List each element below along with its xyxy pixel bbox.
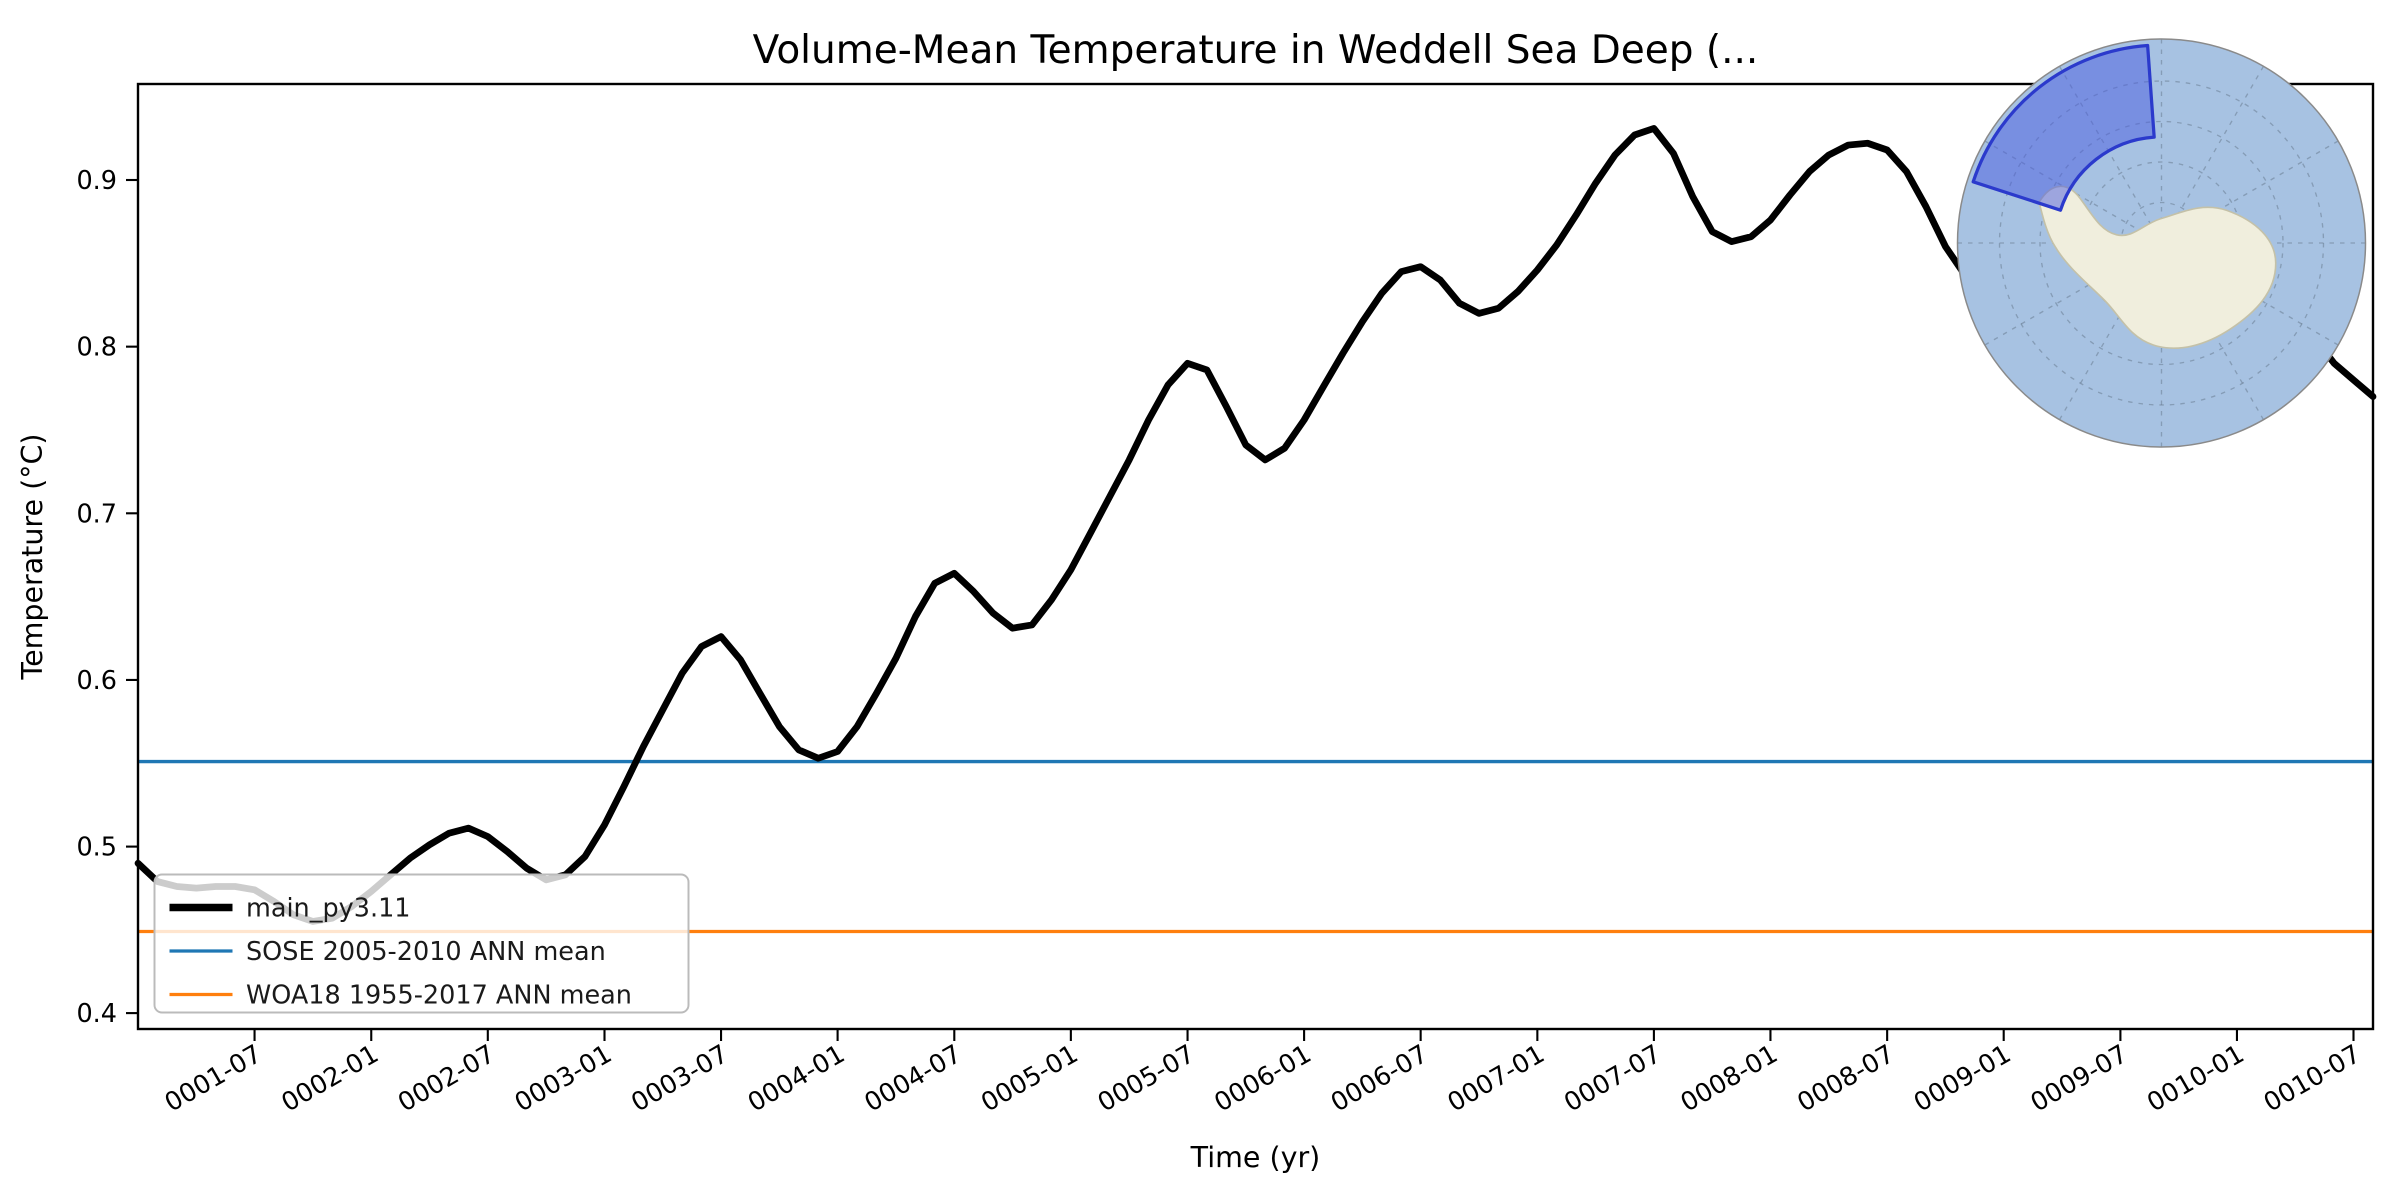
- x-tick-label: 0001-07: [160, 1039, 267, 1118]
- y-tick-label: 0.9: [76, 166, 117, 196]
- x-tick-label: 0009-07: [2026, 1039, 2133, 1118]
- x-tick-label: 0010-07: [2259, 1039, 2366, 1118]
- legend-label-woa18: WOA18 1955-2017 ANN mean: [246, 981, 632, 1011]
- legend-label-sose: SOSE 2005-2010 ANN mean: [246, 937, 606, 967]
- x-tick-label: 0006-01: [1209, 1039, 1316, 1118]
- x-tick-label: 0005-07: [1093, 1039, 1200, 1118]
- legend-box: [153, 873, 690, 1014]
- x-tick-label: 0008-01: [1676, 1039, 1783, 1118]
- legend: main_py3.11 SOSE 2005-2010 ANN mean WOA1…: [153, 873, 690, 1014]
- y-tick-label: 0.6: [76, 666, 117, 696]
- x-tick-label: 0003-01: [510, 1039, 617, 1118]
- y-axis-label: Temperature (°C): [16, 434, 49, 681]
- x-tick-label: 0006-07: [1326, 1039, 1433, 1118]
- chart-title: Volume-Mean Temperature in Weddell Sea D…: [753, 28, 1759, 73]
- x-tick-label: 0008-07: [1792, 1039, 1899, 1118]
- y-tick-label: 0.7: [76, 499, 117, 529]
- antarctica-landmass: [2038, 185, 2277, 349]
- inset-map-antarctica: [1956, 38, 2367, 448]
- legend-label-main: main_py3.11: [246, 894, 411, 924]
- x-tick-label: 0002-01: [276, 1039, 383, 1118]
- y-tick-label: 0.4: [76, 999, 117, 1029]
- x-tick-label: 0009-01: [1909, 1039, 2016, 1118]
- map-boundary: [1956, 38, 2367, 448]
- x-tick-label: 0005-01: [976, 1039, 1083, 1118]
- y-tick-label: 0.5: [76, 833, 117, 863]
- x-tick-label: 0007-01: [1443, 1039, 1550, 1118]
- x-tick-label: 0002-07: [393, 1039, 500, 1118]
- x-tick-label: 0004-07: [860, 1039, 967, 1118]
- x-tick-label: 0004-01: [743, 1039, 850, 1118]
- weddell-region-overlay: [1971, 43, 2156, 212]
- x-tick-label: 0007-07: [1559, 1039, 1666, 1118]
- x-tick-label: 0010-01: [2142, 1039, 2249, 1118]
- y-tick-label: 0.8: [76, 333, 117, 363]
- axes-spines: [136, 82, 2375, 1031]
- x-tick-label: 0003-07: [626, 1039, 733, 1118]
- x-axis-label: Time (yr): [1190, 1141, 1321, 1174]
